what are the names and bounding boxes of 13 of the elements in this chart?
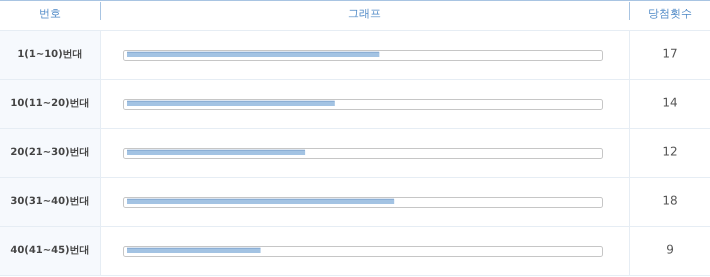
data-label: 18 [662,194,678,208]
y-tick-label: 30(31~40)번대 [10,196,90,208]
data-label: 9 [666,242,674,257]
y-tick-label: 10(11~20)번대 [10,98,90,110]
y-tick-label: 40(41~45)번대 [10,245,90,256]
y-tick-label: 20(21~30)번대 [10,147,90,158]
chart-title: 그래프 [348,6,381,20]
data-label: 12 [662,144,678,159]
data-label: 17 [662,46,678,61]
y-axis-title: 번호 [39,6,61,20]
data-label: 14 [662,96,678,110]
text: 당첨횟수 [648,6,692,20]
y-tick-label: 1(1~10)번대 [17,49,83,60]
